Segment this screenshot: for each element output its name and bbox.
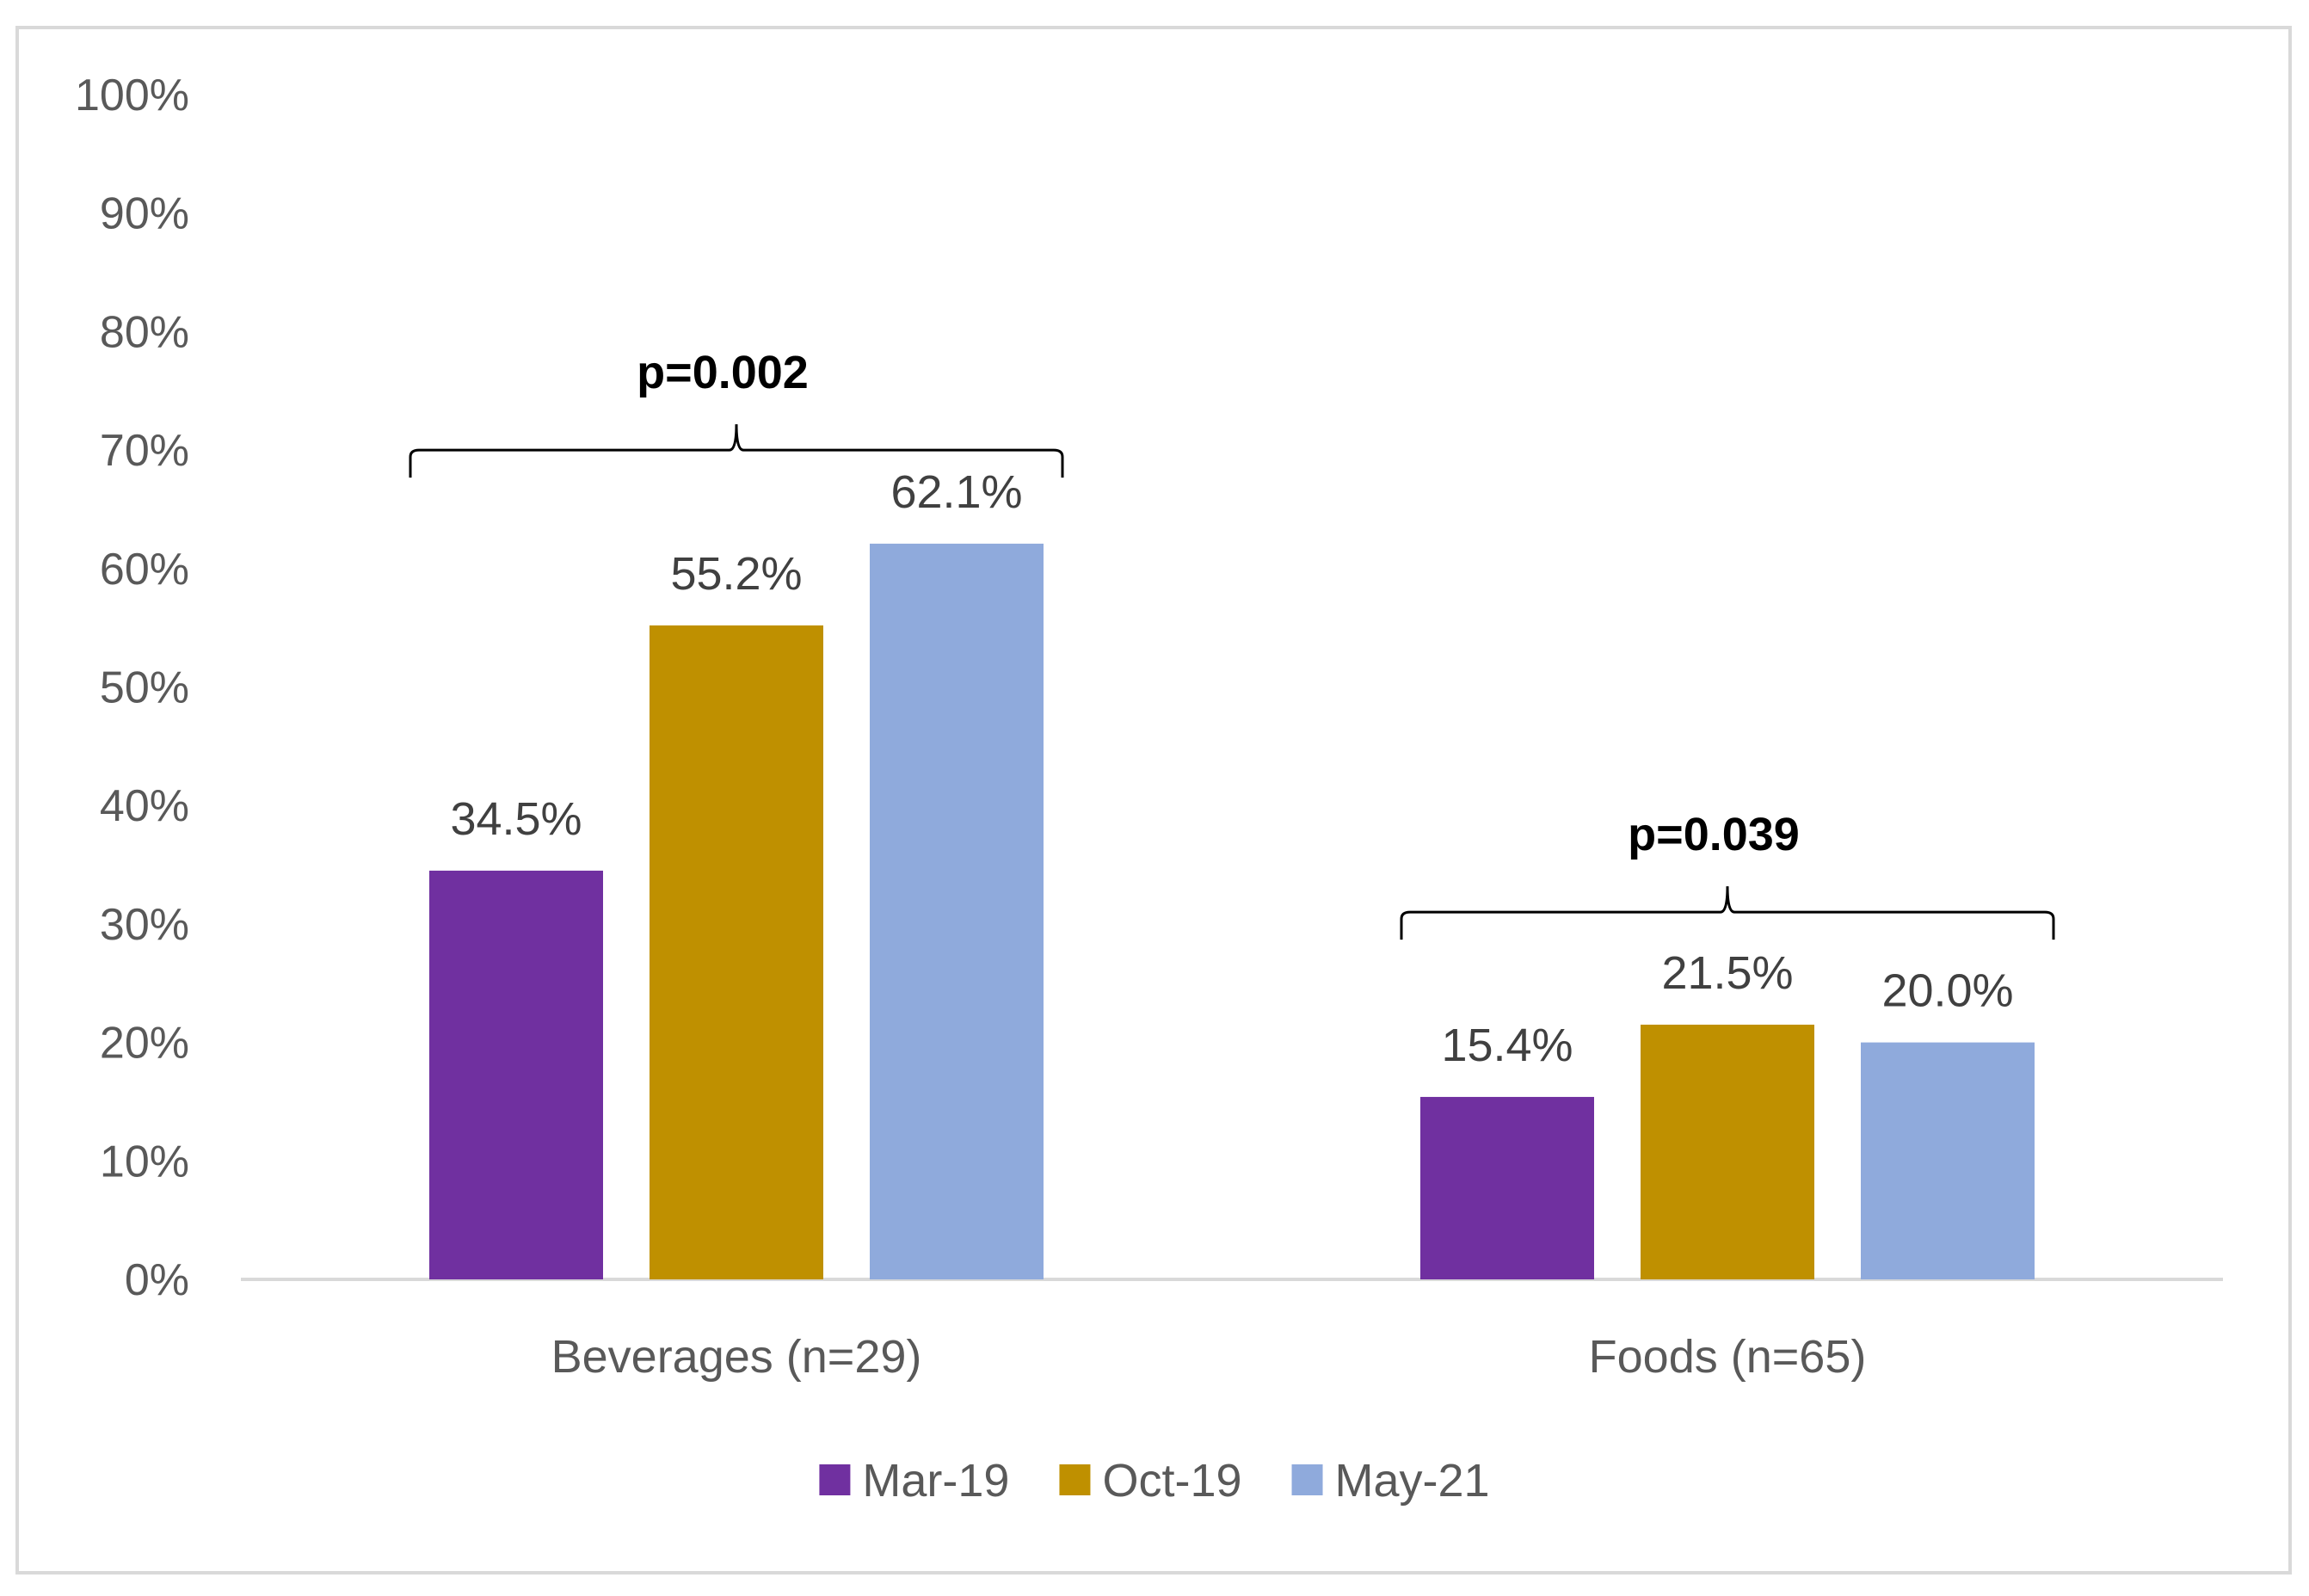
y-tick-label: 40% (100, 781, 189, 831)
legend-swatch-oct-19 (1059, 1464, 1091, 1495)
y-tick-label: 20% (100, 1019, 189, 1069)
y-tick-label: 50% (100, 663, 189, 713)
legend-label: May-21 (1335, 1455, 1490, 1507)
bar-may-21 (870, 543, 1044, 1279)
y-tick-label: 80% (100, 307, 189, 357)
legend-label: Mar-19 (862, 1455, 1009, 1507)
y-tick-label: 70% (100, 426, 189, 476)
y-tick-label: 90% (100, 189, 189, 239)
data-label: 55.2% (670, 548, 802, 600)
data-label: 20.0% (1881, 965, 2013, 1017)
bar-mar-19 (1420, 1096, 1594, 1279)
y-tick-label: 10% (100, 1137, 189, 1186)
legend-swatch-mar-19 (819, 1464, 851, 1495)
category-label: Beverages (n=29) (551, 1331, 922, 1383)
y-tick-label: 0% (125, 1255, 189, 1305)
bar-mar-19 (429, 870, 603, 1279)
legend-swatch-may-21 (1291, 1464, 1323, 1495)
p-value-label: p=0.039 (1628, 809, 1800, 860)
legend-label: Oct-19 (1102, 1455, 1241, 1507)
bar-oct-19 (1641, 1024, 1814, 1279)
category-label: Foods (n=65) (1589, 1331, 1867, 1383)
y-tick-label: 30% (100, 900, 189, 950)
y-tick-label: 100% (75, 71, 189, 120)
chart-frame (15, 26, 2292, 1574)
data-label: 21.5% (1661, 947, 1793, 999)
significance-bracket (409, 424, 1064, 478)
p-value-label: p=0.002 (637, 347, 809, 398)
bar-may-21 (1861, 1042, 2035, 1279)
y-tick-label: 60% (100, 545, 189, 595)
significance-bracket (1400, 886, 2055, 940)
data-label: 62.1% (890, 466, 1022, 518)
data-label: 34.5% (450, 793, 582, 845)
bar-oct-19 (650, 625, 823, 1279)
data-label: 15.4% (1441, 1020, 1573, 1071)
